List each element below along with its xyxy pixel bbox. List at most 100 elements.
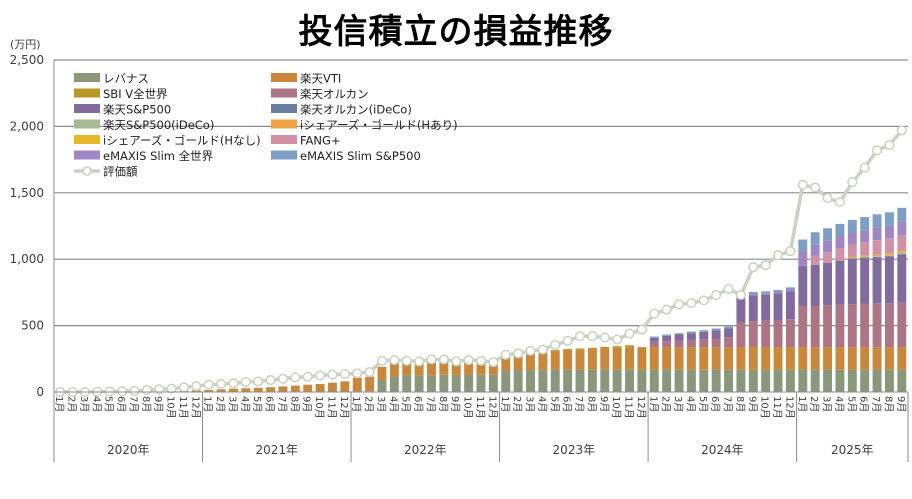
valuation-point	[475, 355, 487, 366]
valuation-point	[599, 332, 610, 343]
bar-segment	[686, 347, 696, 370]
x-year-label: 2024年	[701, 443, 744, 457]
bar-segment	[451, 374, 461, 392]
legend-swatch	[271, 73, 297, 82]
bar-segment	[439, 361, 449, 375]
bar-segment	[278, 386, 288, 392]
bar-segment	[897, 207, 907, 222]
bar-segment	[550, 351, 560, 370]
valuation-point	[636, 324, 647, 335]
valuation-point	[414, 356, 425, 367]
bar-segment	[587, 369, 597, 392]
bar-segment	[649, 336, 659, 338]
valuation-point	[451, 356, 462, 367]
legend-label: 楽天VTI	[300, 72, 341, 86]
x-month-label: 5月	[697, 396, 709, 412]
bar-segment	[402, 362, 412, 376]
bar-segment	[884, 369, 894, 392]
legend-label: 楽天S&P500	[103, 103, 171, 117]
bar-segment	[637, 369, 647, 392]
bar-segment	[748, 321, 758, 348]
bar-segment	[847, 258, 857, 260]
bar-segment	[884, 254, 894, 256]
x-month-label: 8月	[734, 396, 746, 412]
valuation-point	[673, 299, 685, 310]
bar-segment	[835, 369, 845, 392]
bar-segment	[835, 223, 845, 237]
bar-segment	[352, 377, 362, 392]
bar-segment	[872, 227, 882, 241]
bar-segment	[290, 385, 300, 392]
bar-segment	[872, 240, 882, 255]
bar-segment	[773, 292, 783, 294]
bar-segment	[253, 387, 263, 392]
x-month-label: 12月	[783, 396, 795, 419]
valuation-point	[339, 369, 350, 380]
x-month-label: 5月	[845, 396, 857, 412]
legend-label: FANG+	[300, 134, 341, 148]
legend-swatch	[271, 150, 297, 160]
valuation-point	[253, 376, 264, 387]
bar-segment	[823, 305, 833, 348]
x-month-label: 1月	[53, 396, 65, 412]
bar-segment	[513, 370, 523, 392]
x-month-label: 6月	[264, 396, 276, 412]
bar-segment	[736, 322, 746, 348]
bar-segment	[427, 362, 436, 376]
bar-segment	[699, 331, 709, 340]
x-month-label: 4月	[90, 396, 102, 412]
bar-segment	[686, 331, 696, 334]
bar-segment	[860, 217, 870, 231]
bar-segment	[476, 361, 486, 375]
x-month-label: 4月	[833, 396, 845, 412]
x-year-label: 2021年	[256, 443, 299, 457]
bar-segment	[872, 369, 882, 392]
bar-segment	[847, 304, 857, 348]
x-month-label: 8月	[585, 396, 597, 412]
x-month-label: 3月	[672, 396, 684, 412]
bar-segment	[612, 346, 622, 348]
y-tick-label: 500	[21, 319, 44, 333]
x-month-label: 6月	[709, 396, 721, 412]
x-year-label: 2025年	[831, 443, 874, 457]
bar-segment	[736, 369, 746, 392]
bar-segment	[464, 374, 474, 392]
x-month-label: 2月	[808, 396, 820, 412]
bar-segment	[798, 239, 808, 252]
bar-segment	[872, 214, 882, 228]
x-month-label: 9月	[301, 396, 313, 412]
x-month-label: 2月	[66, 396, 78, 412]
valuation-point	[154, 384, 165, 395]
bar-segment	[427, 375, 436, 392]
valuation-point	[302, 371, 313, 382]
valuation-point	[364, 367, 375, 378]
valuation-point	[488, 357, 499, 368]
x-month-label: 3月	[78, 396, 90, 412]
legend-label: 楽天S&P500(iDeCo)	[103, 118, 214, 132]
valuation-line	[55, 125, 907, 398]
x-month-label: 7月	[870, 396, 882, 412]
legend-swatch	[74, 150, 100, 160]
bar-segment	[612, 369, 622, 392]
bar-segment	[847, 244, 857, 258]
bar-segment	[649, 337, 659, 342]
bar-segment	[241, 388, 251, 392]
bar-segment	[847, 347, 857, 370]
bar-segment	[699, 339, 709, 348]
valuation-point	[352, 368, 363, 379]
bar-segment	[451, 361, 461, 375]
bar-segment	[823, 347, 833, 370]
x-month-label: 3月	[524, 396, 536, 412]
bar-segment	[785, 291, 795, 320]
bar-segment	[674, 334, 684, 341]
bar-segment	[884, 212, 894, 226]
bar-segment	[860, 258, 870, 304]
legend-swatch	[74, 119, 100, 129]
bar-segment	[835, 260, 845, 305]
valuation-point	[612, 334, 623, 345]
bar-segment	[860, 369, 870, 392]
x-month-label: 11月	[771, 396, 783, 419]
legend-label: SBI V全世界	[103, 87, 168, 101]
x-month-label: 5月	[251, 396, 263, 412]
bar-segment	[860, 230, 870, 243]
